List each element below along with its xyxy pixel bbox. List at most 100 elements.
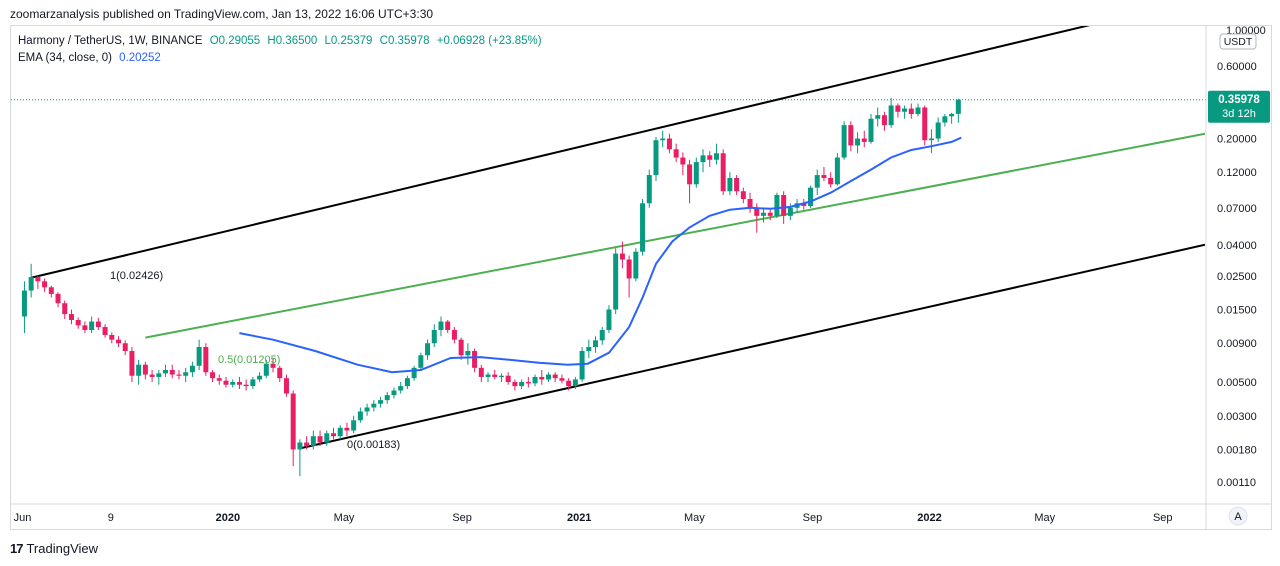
candle-body bbox=[337, 427, 343, 437]
price-tag-box bbox=[1208, 90, 1270, 123]
time-tick-label: Sep bbox=[452, 512, 472, 524]
candle-body bbox=[223, 380, 229, 385]
candle-body bbox=[902, 108, 908, 112]
candle-body bbox=[781, 195, 787, 216]
fib-annotations: 1(0.02426) 0.5(0.01205) 0(0.00183) bbox=[110, 270, 400, 451]
candle-body bbox=[277, 367, 283, 379]
candle bbox=[210, 369, 216, 383]
candle bbox=[196, 339, 202, 370]
candle bbox=[841, 121, 847, 160]
candle-body bbox=[35, 277, 41, 282]
candle-body bbox=[270, 363, 276, 368]
candle bbox=[559, 374, 565, 384]
candle bbox=[48, 285, 54, 298]
candle-body bbox=[102, 327, 108, 335]
candles bbox=[21, 97, 961, 477]
unit-badge[interactable] bbox=[1219, 33, 1257, 50]
candle bbox=[727, 172, 733, 196]
candle bbox=[418, 352, 424, 370]
candle bbox=[828, 172, 834, 188]
candle bbox=[55, 292, 61, 308]
candle-body bbox=[176, 374, 182, 376]
candle bbox=[35, 275, 41, 289]
candle bbox=[102, 324, 108, 338]
candle bbox=[398, 382, 404, 394]
candle-body bbox=[115, 339, 121, 344]
candle-body bbox=[129, 351, 135, 376]
close-value: C0.35978 bbox=[379, 35, 430, 47]
price-tick-label: 0.02500 bbox=[1217, 271, 1257, 283]
candle-body bbox=[760, 212, 766, 216]
price-tick-label: 0.00300 bbox=[1217, 411, 1257, 423]
candle bbox=[498, 373, 504, 383]
symbol-title[interactable]: Harmony / TetherUS, 1W, BINANCE bbox=[18, 35, 203, 47]
candle-body bbox=[767, 212, 773, 216]
candle bbox=[68, 309, 74, 325]
candle bbox=[915, 103, 921, 117]
current-price: 0.35978 bbox=[1218, 94, 1260, 106]
candle bbox=[28, 263, 34, 298]
candle-body bbox=[814, 175, 820, 188]
auto-scale-circle[interactable] bbox=[1228, 506, 1248, 526]
candle-body bbox=[384, 395, 390, 401]
trendline-channel-bottom bbox=[299, 243, 1205, 450]
candle-body bbox=[545, 374, 551, 380]
candle bbox=[95, 317, 101, 330]
candle bbox=[163, 364, 169, 377]
candle bbox=[572, 376, 578, 389]
auto-scale-button[interactable]: A bbox=[1228, 506, 1248, 526]
candle-body bbox=[283, 378, 289, 394]
candle-body bbox=[828, 177, 834, 185]
ema-value: 0.20252 bbox=[119, 52, 161, 64]
candle-body bbox=[861, 138, 867, 142]
candle-body bbox=[713, 153, 719, 160]
candle-body bbox=[532, 376, 538, 384]
candle bbox=[485, 372, 491, 383]
candle bbox=[949, 112, 955, 124]
time-tick-label: May bbox=[334, 512, 355, 524]
candle-body bbox=[619, 253, 625, 260]
trendlines[interactable] bbox=[30, 20, 1205, 450]
candle-body bbox=[163, 369, 169, 374]
candle bbox=[928, 129, 934, 154]
price-tick-label: 0.20000 bbox=[1217, 134, 1257, 146]
price-tick-label: 0.00180 bbox=[1217, 444, 1257, 456]
candle-body bbox=[465, 351, 471, 356]
candle bbox=[223, 376, 229, 388]
candle-body bbox=[297, 442, 303, 450]
candle-body bbox=[848, 125, 854, 146]
candle-body bbox=[257, 375, 263, 380]
candle-body bbox=[492, 374, 498, 377]
candle bbox=[89, 316, 95, 334]
candle-body bbox=[411, 367, 417, 379]
candle-body bbox=[834, 157, 840, 185]
candle-body bbox=[747, 199, 753, 208]
candle bbox=[747, 192, 753, 213]
candle bbox=[330, 427, 336, 440]
candle-body bbox=[539, 376, 545, 380]
candle bbox=[243, 379, 249, 391]
tradingview-logo[interactable]: 17 TradingView bbox=[10, 541, 98, 556]
candle-body bbox=[687, 164, 693, 185]
candle bbox=[230, 379, 236, 388]
change-value: +0.06928 (+23.85%) bbox=[436, 35, 542, 47]
trendline-channel-top bbox=[30, 26, 1091, 279]
candle-body bbox=[230, 382, 236, 385]
candle-body bbox=[324, 433, 330, 443]
candle bbox=[472, 348, 478, 373]
fib-1-label: 1(0.02426) bbox=[110, 270, 163, 282]
candle bbox=[868, 114, 874, 144]
auto-scale-label[interactable]: A bbox=[1234, 511, 1242, 523]
candle-body bbox=[378, 400, 384, 404]
candle bbox=[169, 364, 175, 379]
candle bbox=[525, 376, 531, 388]
candle bbox=[599, 327, 605, 345]
candle bbox=[760, 207, 766, 223]
chart-frame[interactable] bbox=[10, 25, 1272, 530]
candle bbox=[814, 169, 820, 196]
candle bbox=[673, 143, 679, 163]
ema-label[interactable]: EMA (34, close, 0) bbox=[18, 52, 112, 64]
candle-body bbox=[122, 343, 128, 352]
price-axis[interactable]: 1.00000 USDT bbox=[10, 25, 1271, 530]
